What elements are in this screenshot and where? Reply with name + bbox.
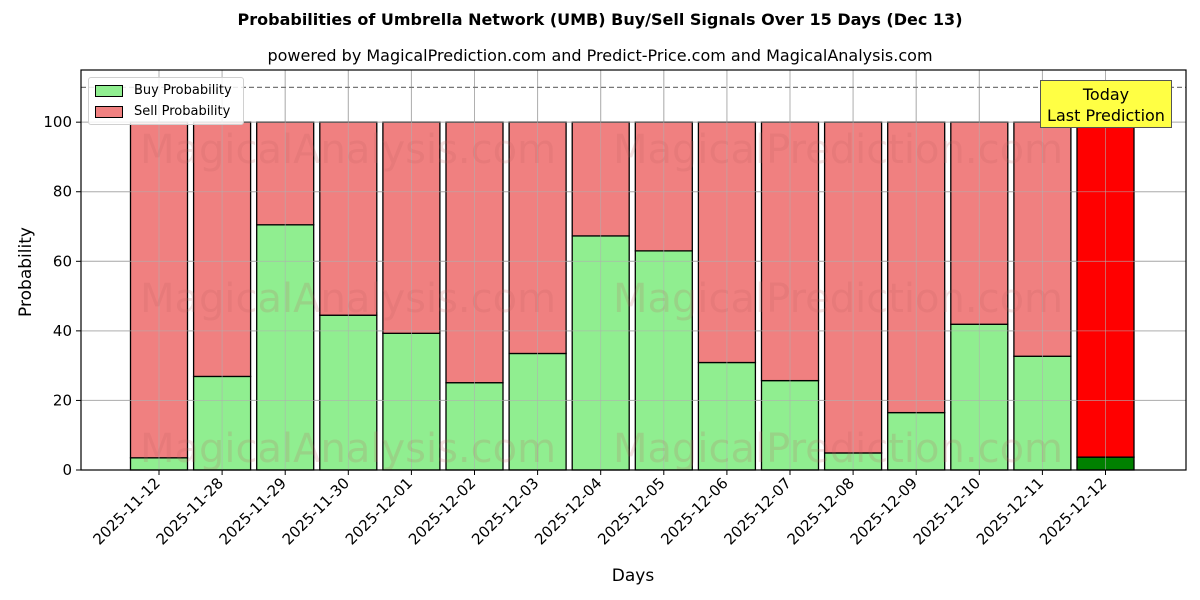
y-tick-label: 80 <box>53 183 72 201</box>
x-axis-label: Days <box>612 566 655 586</box>
x-tick-label: 2025-11-29 <box>216 474 290 548</box>
y-tick-label: 60 <box>53 252 72 270</box>
watermark-text: MagicalAnalysis.com <box>140 426 556 472</box>
y-tick-label: 40 <box>53 322 72 340</box>
plot-frame <box>80 69 1187 471</box>
x-tick-label: 2025-12-07 <box>720 474 794 548</box>
x-tick-label: 2025-12-08 <box>784 474 858 548</box>
chart-subtitle: powered by MagicalPrediction.com and Pre… <box>267 46 933 65</box>
annotation-line-1: Today <box>1082 85 1130 104</box>
x-tick-label: 2025-12-05 <box>594 474 668 548</box>
watermark-text: MagicalPrediction.com <box>613 276 1063 322</box>
legend-item-buy: Buy Probability <box>95 83 232 98</box>
watermark-text: MagicalAnalysis.com <box>140 276 556 322</box>
x-tick-label: 2025-12-01 <box>342 474 416 548</box>
watermark-text: MagicalPrediction.com <box>613 426 1063 472</box>
watermark-text: MagicalPrediction.com <box>613 127 1063 173</box>
legend-sell-label: Sell Probability <box>134 104 231 119</box>
buy-swatch-icon <box>95 84 123 97</box>
x-tick-label: 2025-11-12 <box>89 474 163 548</box>
annotation-line-2: Last Prediction <box>1047 106 1165 125</box>
y-tick-label: 20 <box>53 391 72 409</box>
x-tick-label: 2025-11-28 <box>153 474 227 548</box>
x-tick-label: 2025-12-09 <box>847 474 921 548</box>
y-tick-label: 0 <box>62 461 72 479</box>
sell-swatch-icon <box>95 105 123 118</box>
legend-item-sell: Sell Probability <box>95 104 230 119</box>
y-axis-label: Probability <box>16 227 36 317</box>
x-tick-label: 2025-12-06 <box>657 474 731 548</box>
x-tick-label: 2025-12-02 <box>405 474 479 548</box>
x-tick-label: 2025-11-30 <box>279 474 353 548</box>
today-annotation: Today Last Prediction <box>1040 80 1172 128</box>
x-tick-label: 2025-12-11 <box>973 474 1047 548</box>
chart-title: Probabilities of Umbrella Network (UMB) … <box>237 10 963 29</box>
legend: Buy Probability Sell Probability <box>88 77 244 125</box>
legend-buy-label: Buy Probability <box>134 83 232 98</box>
watermark-text: MagicalAnalysis.com <box>140 127 556 173</box>
x-tick-label: 2025-12-12 <box>1036 474 1110 548</box>
x-tick-label: 2025-12-03 <box>468 474 542 548</box>
y-tick-label: 100 <box>43 113 72 131</box>
x-tick-label: 2025-12-10 <box>910 474 984 548</box>
x-tick-label: 2025-12-04 <box>531 474 605 548</box>
